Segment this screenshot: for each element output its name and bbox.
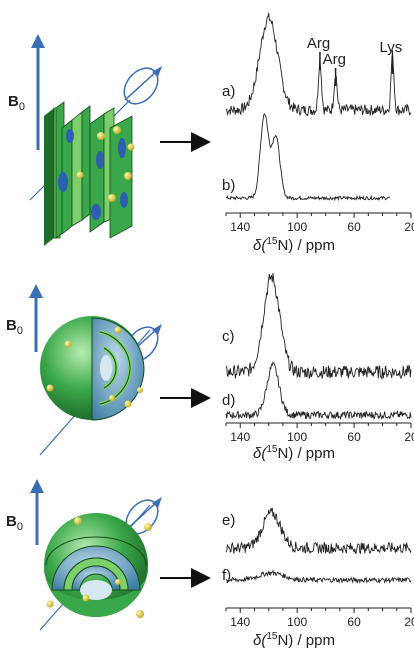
b0-label-2: B0 — [6, 317, 23, 337]
axis-tick-label: 20 — [404, 430, 414, 444]
peak-label-lys: Lys — [380, 39, 403, 56]
rotation-arrowhead-1 — [152, 66, 162, 77]
b0-arrowhead-1 — [31, 34, 45, 48]
axis-tick-label: 60 — [347, 430, 361, 444]
axis-tick-label: 140 — [230, 220, 250, 234]
spectrum-trace-d — [225, 361, 412, 421]
spectrum-trace-c — [225, 272, 412, 381]
axis-tick-label: 100 — [287, 220, 307, 234]
axis-title-bottom: δ(15N) / ppm — [253, 631, 335, 649]
x-axis-top: 140 100 60 20 — [225, 212, 414, 234]
spectrum-trace-a — [225, 12, 412, 117]
membrane-stack — [44, 101, 135, 246]
rotation-arrowhead-3 — [152, 497, 162, 508]
spectrum-trace-b — [225, 113, 390, 202]
b0-arrowhead-2 — [29, 284, 43, 298]
axis-tick-label: 20 — [404, 615, 414, 629]
rotation-axis-3 — [125, 500, 159, 531]
axis-tick-label: 60 — [347, 220, 361, 234]
spectrum-label-d: d) — [222, 392, 235, 409]
spectrum-trace-e — [225, 507, 412, 555]
spectrum-label-a: a) — [222, 83, 235, 100]
spectrum-label-b: b) — [222, 177, 235, 194]
spectra-panel-middle: c) d) 140 100 60 20 δ(15N) / ppm — [222, 272, 414, 462]
vesicle-illustration: B0 — [6, 284, 211, 456]
axis-title-top: δ(15N) / ppm — [253, 236, 335, 254]
b0-label-3: B0 — [6, 513, 23, 533]
spectrum-label-e: e) — [222, 512, 235, 529]
spectra-panel-top: a) b) Arg Arg Lys 140 100 60 20 δ(15N) / pp… — [222, 12, 414, 254]
rotation-axis-1 — [124, 69, 159, 101]
spectrum-label-c: c) — [222, 328, 235, 345]
b0-arrowhead-3 — [30, 479, 44, 493]
axis-title-middle: δ(15N) / ppm — [253, 444, 335, 462]
nmr-spectra: a) b) Arg Arg Lys 140 100 60 20 δ(15N) / pp… — [222, 12, 414, 649]
b0-label-1: B0 — [8, 93, 25, 113]
axis-tick-label: 140 — [230, 430, 250, 444]
spectra-panel-bottom: e) f) 140 100 60 20 δ(15N) / ppm — [222, 507, 414, 649]
axis-tick-label: 100 — [287, 615, 307, 629]
axis-tick-label: 140 — [230, 615, 250, 629]
x-axis-bottom: 140 100 60 20 — [225, 607, 414, 629]
axis-tick-label: 20 — [404, 220, 414, 234]
peak-label-arg-1: Arg — [307, 35, 330, 52]
bicelle-illustration: B0 — [8, 34, 211, 246]
multilamellar-illustration: B0 — [6, 479, 211, 631]
rotation-ellipse-1 — [123, 67, 159, 105]
axis-tick-label: 60 — [347, 615, 361, 629]
rotation-arrowhead-2 — [152, 324, 162, 335]
spectrum-label-f: f) — [222, 567, 231, 584]
x-axis-middle: 140 100 60 20 — [225, 422, 414, 444]
spectrum-trace-f — [225, 569, 412, 584]
peak-label-arg-2: Arg — [323, 51, 346, 68]
axis-tick-label: 100 — [287, 430, 307, 444]
